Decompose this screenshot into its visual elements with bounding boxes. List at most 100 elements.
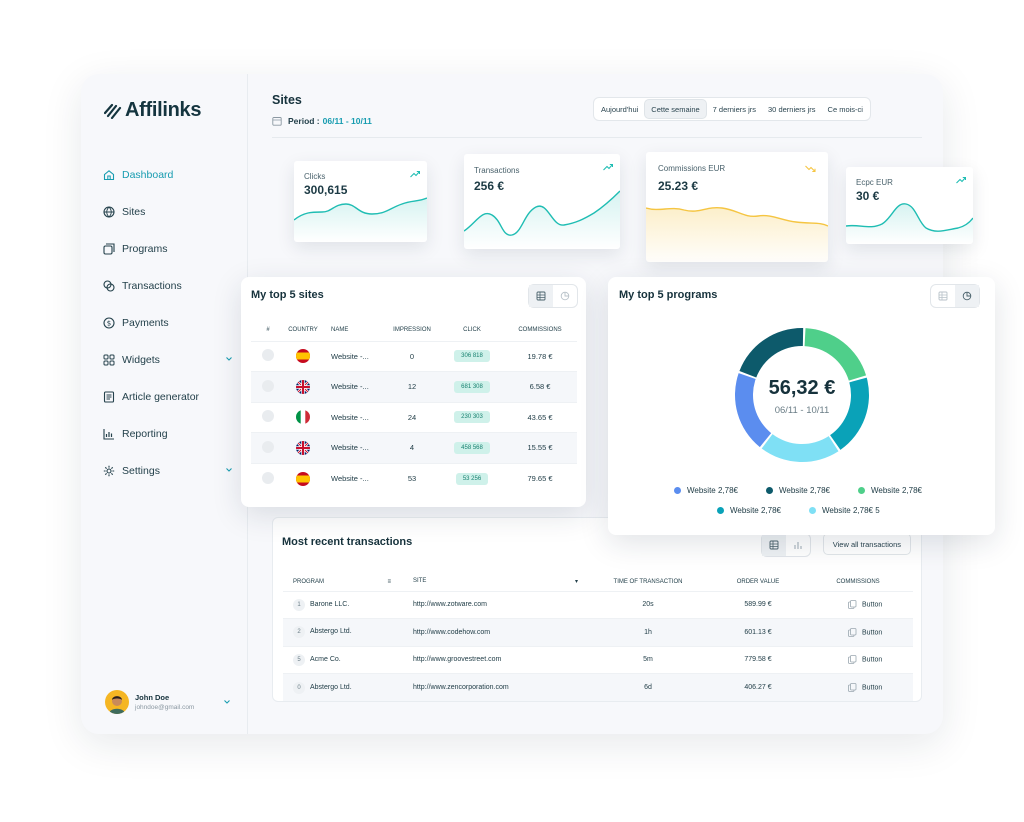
sidebar-item-widgets[interactable]: Widgets <box>103 341 233 378</box>
table-row[interactable]: Website -... 53 53 256 79.65 € <box>251 462 577 494</box>
table-row[interactable]: 1 Barone LLC. http://www.zotware.com 20s … <box>283 590 913 619</box>
article-icon <box>103 390 115 403</box>
column-header[interactable]: TIME OF TRANSACTION <box>613 578 683 585</box>
tab-last-30-days[interactable]: 30 derniers jrs <box>768 104 816 114</box>
sidebar-nav: Dashboard Sites Programs Transactions $ … <box>103 156 233 489</box>
column-header[interactable]: # <box>266 326 270 333</box>
commission-button-label: Button <box>862 656 883 664</box>
legend-swatch <box>858 487 865 494</box>
user-profile[interactable]: John Doe johndoe@gmail.com <box>105 690 231 714</box>
tab-last-7-days[interactable]: 7 derniers jrs <box>712 104 757 114</box>
stat-card-transactions[interactable]: Transactions 256 € <box>464 154 620 249</box>
chevron-down-icon[interactable] <box>225 466 233 474</box>
row-radio-icon <box>262 471 274 484</box>
segment-website-3[interactable] <box>804 328 867 381</box>
sidebar-item-transactions[interactable]: Transactions <box>103 267 233 304</box>
table-row[interactable]: Website -... 4 458 568 15.55 € <box>251 432 577 463</box>
legend-item: Website 2,78€ <box>717 506 781 515</box>
tab-this-week[interactable]: Cette semaine <box>644 99 707 119</box>
top-sites-card: My top 5 sites # COUNTRY NAME IMPRESSION… <box>241 277 586 507</box>
site-name[interactable]: Website -... <box>321 401 383 433</box>
column-header[interactable]: COUNTRY <box>288 326 318 333</box>
table-row[interactable]: 0 Abstergo Ltd. http://www.zencorporation… <box>283 673 913 701</box>
divider <box>272 137 922 138</box>
table-row[interactable]: Website -... 12 681 308 6.58 € <box>251 371 577 402</box>
site-url[interactable]: http://www.codehow.com <box>413 618 583 646</box>
column-header[interactable]: ORDER VALUE <box>736 578 780 585</box>
sort-icon: ≡ <box>387 578 391 585</box>
click-badge: 53 256 <box>455 472 489 485</box>
sidebar-item-label: Transactions <box>122 279 182 292</box>
table-view-button[interactable] <box>762 534 786 556</box>
column-header[interactable]: PROGRAM ≡ <box>283 573 413 591</box>
row-marker[interactable] <box>251 371 285 402</box>
top-programs-view-toggle <box>930 284 980 308</box>
chevron-down-icon[interactable] <box>225 355 233 363</box>
sidebar-item-label: Reporting <box>122 427 168 440</box>
row-marker[interactable] <box>251 401 285 433</box>
clicks-sparkline <box>294 197 427 242</box>
sidebar-item-article-generator[interactable]: Article generator <box>103 378 233 415</box>
sidebar-item-payments[interactable]: $ Payments <box>103 304 233 341</box>
column-header[interactable]: CLICK <box>463 326 481 333</box>
table-view-button[interactable] <box>529 285 553 307</box>
row-marker[interactable] <box>251 462 285 494</box>
brand-logo[interactable]: Affilinks <box>104 99 202 122</box>
segment-website-5[interactable] <box>761 434 839 462</box>
commission-cell[interactable]: Button <box>803 618 913 646</box>
sidebar-item-programs[interactable]: Programs <box>103 230 233 267</box>
site-url[interactable]: http://www.zencorporation.com <box>413 673 583 701</box>
column-header[interactable]: IMPRESSION <box>393 326 431 333</box>
transaction-time: 6d <box>583 673 713 701</box>
site-name[interactable]: Website -... <box>321 340 383 372</box>
segment-website-1[interactable] <box>735 373 772 448</box>
pie-chart-view-button[interactable] <box>553 285 577 307</box>
chevron-down-icon[interactable] <box>223 698 231 706</box>
view-all-transactions-button[interactable]: View all transactions <box>822 533 911 555</box>
tab-today[interactable]: Aujourd'hui <box>601 104 639 114</box>
period-tabs: Aujourd'hui Cette semaine 7 derniers jrs… <box>593 97 871 121</box>
column-header[interactable]: COMMISSIONS <box>836 578 880 585</box>
column-header[interactable]: NAME <box>331 326 349 333</box>
stat-card-clicks[interactable]: Clicks 300,615 <box>294 161 427 242</box>
sidebar-item-sites[interactable]: Sites <box>103 193 233 230</box>
table-row[interactable]: Website -... 0 306 818 19.78 € <box>251 340 577 372</box>
commission-cell[interactable]: Button <box>803 590 913 619</box>
column-header-label: SITE <box>413 578 427 585</box>
segment-website-2[interactable] <box>739 328 804 378</box>
country-cell <box>285 340 321 372</box>
tab-this-month[interactable]: Ce mois-ci <box>827 104 863 114</box>
legend-item: Website 2,78€ 5 <box>809 506 880 515</box>
table-icon <box>769 540 779 550</box>
commission-cell[interactable]: Button <box>803 673 913 701</box>
row-marker[interactable] <box>251 340 285 372</box>
segment-website-4[interactable] <box>830 377 869 450</box>
site-name[interactable]: Website -... <box>321 462 383 494</box>
site-url[interactable]: http://www.groovestreet.com <box>413 645 583 674</box>
stat-card-commissions[interactable]: Commissions EUR 25.23 € <box>646 152 828 262</box>
pie-chart-view-button[interactable] <box>955 285 979 307</box>
table-row[interactable]: 2 Abstergo Ltd. http://www.codehow.com 1h… <box>283 618 913 646</box>
table-row[interactable]: Website -... 24 230 303 43.65 € <box>251 401 577 433</box>
click-badge: 681 308 <box>454 380 490 393</box>
table-view-button[interactable] <box>931 285 955 307</box>
column-header[interactable]: COMMISSIONS <box>518 326 562 333</box>
click-cell: 681 308 <box>441 371 503 402</box>
sidebar-item-settings[interactable]: Settings <box>103 452 233 489</box>
program-name: Abstergo Ltd. <box>310 628 352 636</box>
commission-cell[interactable]: Button <box>803 645 913 674</box>
column-header[interactable]: SITE ▾ <box>413 573 583 591</box>
site-url[interactable]: http://www.zotware.com <box>413 590 583 619</box>
sidebar-item-dashboard[interactable]: Dashboard <box>103 156 233 193</box>
stat-value: 30 € <box>856 189 880 203</box>
stat-card-ecpc[interactable]: Ecpc EUR 30 € <box>846 167 973 244</box>
table-row[interactable]: 5 Acme Co. http://www.groovestreet.com 5m… <box>283 645 913 674</box>
sidebar-item-reporting[interactable]: Reporting <box>103 415 233 452</box>
table-header-row: # COUNTRY NAME IMPRESSION CLICK COMMISSI… <box>251 319 577 341</box>
program-name: Abstergo Ltd. <box>310 683 352 691</box>
bar-chart-view-button[interactable] <box>786 534 810 556</box>
site-name[interactable]: Website -... <box>321 432 383 463</box>
row-marker[interactable] <box>251 432 285 463</box>
transactions-icon <box>103 279 115 292</box>
site-name[interactable]: Website -... <box>321 371 383 402</box>
